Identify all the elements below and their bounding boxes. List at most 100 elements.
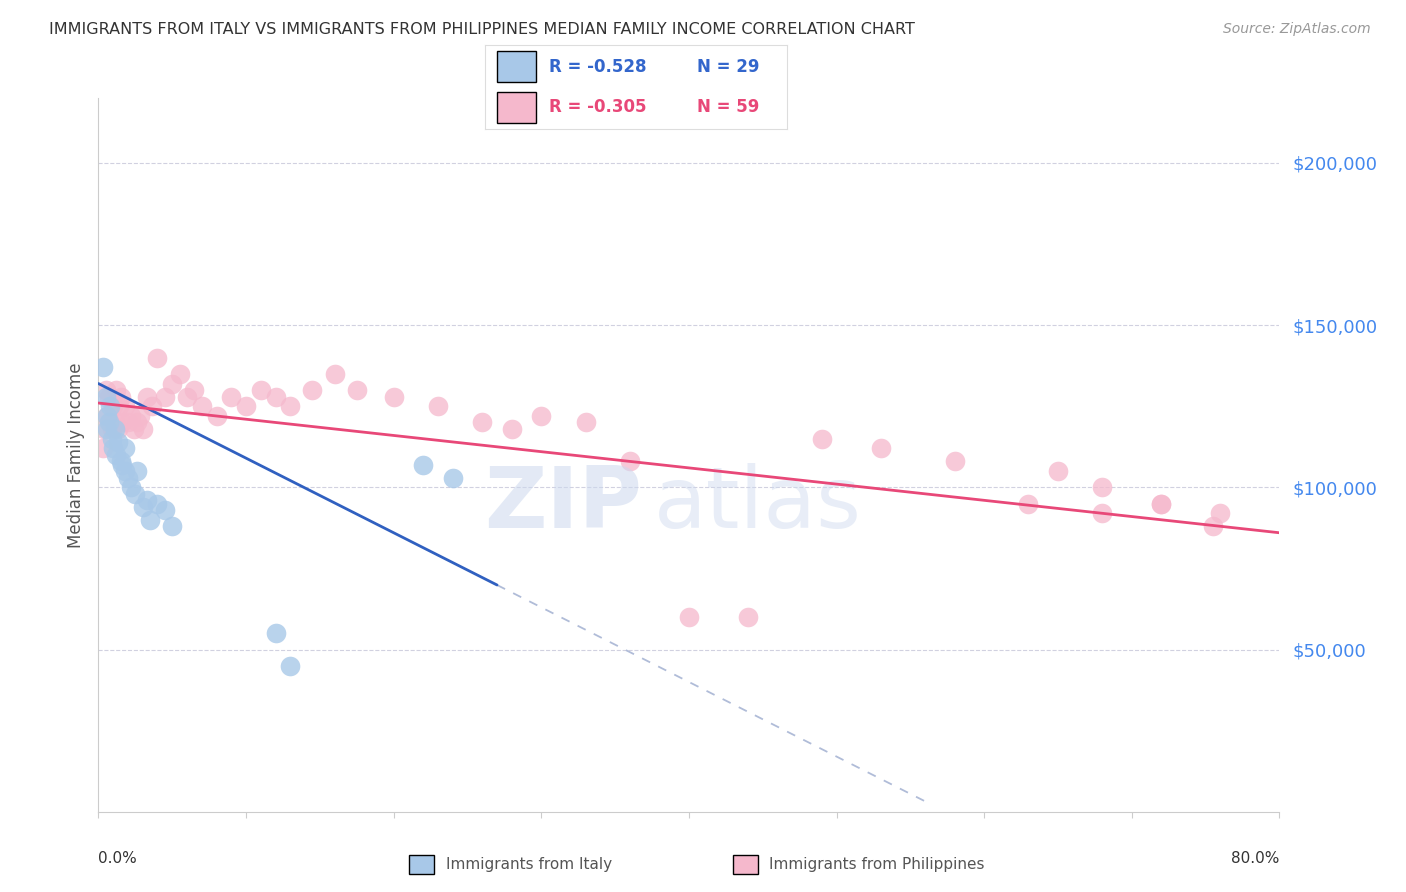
Point — [530, 409, 553, 423]
Point — [183, 383, 205, 397]
Point — [110, 390, 132, 404]
Point — [264, 626, 287, 640]
Point — [471, 416, 494, 430]
Point — [1017, 497, 1039, 511]
Point — [162, 376, 183, 391]
Point — [104, 422, 127, 436]
Point — [98, 416, 121, 430]
Point — [136, 390, 159, 404]
Point — [114, 399, 136, 413]
Text: Immigrants from Philippines: Immigrants from Philippines — [769, 857, 984, 871]
Point — [96, 409, 118, 423]
Point — [97, 416, 120, 430]
Text: N = 59: N = 59 — [696, 98, 759, 116]
Point — [427, 399, 450, 413]
Point — [678, 610, 700, 624]
Point — [278, 399, 302, 413]
Text: Source: ZipAtlas.com: Source: ZipAtlas.com — [1223, 22, 1371, 37]
Point — [869, 442, 891, 456]
Point — [235, 399, 257, 413]
Point — [132, 500, 155, 514]
Point — [132, 422, 155, 436]
Point — [125, 416, 148, 430]
Point — [346, 383, 368, 397]
Text: R = -0.528: R = -0.528 — [548, 58, 645, 76]
Point — [136, 493, 159, 508]
Point — [301, 383, 323, 397]
Point — [619, 454, 641, 468]
Point — [278, 658, 302, 673]
Point — [100, 432, 122, 446]
Point — [114, 464, 136, 478]
Point — [120, 480, 142, 494]
Point — [1209, 506, 1232, 520]
Point — [250, 383, 273, 397]
Point — [153, 390, 176, 404]
Point — [219, 390, 242, 404]
Point — [943, 454, 966, 468]
Point — [120, 409, 142, 423]
Point — [169, 367, 191, 381]
Point — [146, 497, 169, 511]
Point — [94, 390, 117, 404]
Point — [117, 416, 139, 430]
Point — [412, 458, 434, 472]
Point — [141, 399, 163, 413]
Text: N = 29: N = 29 — [696, 58, 759, 76]
Point — [441, 470, 464, 484]
Text: ZIP: ZIP — [484, 463, 641, 547]
Point — [125, 464, 148, 478]
FancyBboxPatch shape — [498, 92, 537, 122]
Point — [153, 503, 176, 517]
Point — [124, 487, 146, 501]
Text: 80.0%: 80.0% — [1232, 851, 1279, 866]
Point — [110, 454, 132, 468]
Point — [382, 390, 405, 404]
Point — [1150, 497, 1173, 511]
Point — [1091, 480, 1114, 494]
Point — [97, 390, 120, 404]
Point — [103, 442, 125, 456]
Text: IMMIGRANTS FROM ITALY VS IMMIGRANTS FROM PHILIPPINES MEDIAN FAMILY INCOME CORREL: IMMIGRANTS FROM ITALY VS IMMIGRANTS FROM… — [49, 22, 915, 37]
Point — [96, 422, 118, 436]
Point — [111, 416, 134, 430]
Point — [191, 399, 214, 413]
Text: Immigrants from Italy: Immigrants from Italy — [446, 857, 612, 871]
Point — [1046, 464, 1069, 478]
Text: atlas: atlas — [654, 463, 862, 547]
Point — [737, 610, 759, 624]
Text: 0.0%: 0.0% — [98, 851, 138, 866]
Point — [103, 399, 125, 413]
Point — [162, 519, 183, 533]
Point — [105, 448, 128, 462]
FancyBboxPatch shape — [498, 52, 537, 82]
Point — [94, 383, 117, 397]
Point — [107, 434, 129, 449]
Point — [104, 416, 127, 430]
Text: R = -0.305: R = -0.305 — [548, 98, 645, 116]
Point — [1202, 519, 1225, 533]
Point — [574, 416, 596, 430]
Point — [323, 367, 346, 381]
Y-axis label: Median Family Income: Median Family Income — [66, 362, 84, 548]
Point — [96, 409, 118, 423]
Point — [114, 442, 136, 456]
Point — [98, 399, 121, 413]
Point — [128, 409, 150, 423]
Point — [122, 422, 145, 436]
Point — [1150, 497, 1173, 511]
Point — [139, 513, 162, 527]
Point — [501, 422, 523, 436]
Point — [810, 432, 832, 446]
Point — [93, 422, 115, 436]
Point — [117, 470, 139, 484]
Point — [108, 399, 131, 413]
Point — [264, 390, 287, 404]
Point — [205, 409, 228, 423]
Point — [111, 458, 134, 472]
Point — [1091, 506, 1114, 520]
Point — [100, 422, 122, 436]
Point — [176, 390, 198, 404]
Point — [105, 383, 128, 397]
Point — [146, 351, 169, 365]
